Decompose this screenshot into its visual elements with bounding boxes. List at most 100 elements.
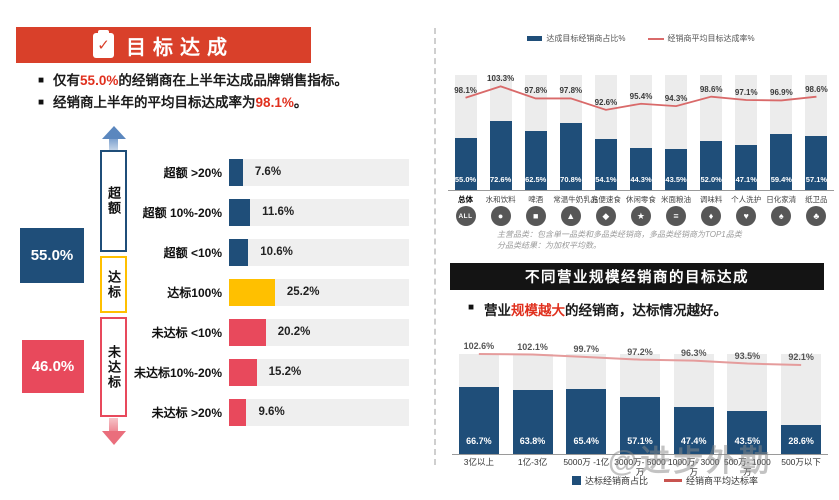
achieved-share-box: 55.0% bbox=[20, 228, 84, 283]
line-value: 92.1% bbox=[788, 352, 814, 363]
table-row: 超额 10%-20% 11.6% bbox=[126, 192, 426, 232]
bar-swatch bbox=[571, 476, 581, 485]
line-value: 96.3% bbox=[680, 347, 707, 358]
scale-axis-labels: 3亿以上 1亿-3亿 5000万 -1亿 3000万- 5000万 1000万- 300… bbox=[452, 457, 828, 478]
text-segment: 的经销商在上半年达成品牌销售指标。 bbox=[118, 73, 348, 88]
bar-value: 65.4% bbox=[573, 436, 600, 446]
icon-cell: ♦ bbox=[694, 206, 729, 226]
scale-label: 1亿-3亿 bbox=[517, 457, 548, 467]
scale-label: 1000万- 3000万 bbox=[667, 457, 720, 477]
snacks-icon: ★ bbox=[630, 206, 651, 226]
bar bbox=[673, 406, 714, 454]
bar-track: 7.6% bbox=[229, 158, 409, 186]
table-row: 超额 >20% 7.6% bbox=[126, 152, 426, 192]
scale-chart-legend: 达标经销商占比 经销商平均达标率 bbox=[500, 474, 830, 487]
scale-label: 3000万- 5000万 bbox=[614, 457, 666, 477]
bar-track: 25.2% bbox=[229, 278, 409, 306]
legend-item: 达标经销商占比 bbox=[571, 474, 648, 487]
table-row: 达标100% 25.2% bbox=[126, 272, 426, 312]
icon-cell: ◆ bbox=[588, 206, 623, 226]
bar-value: 20.2% bbox=[277, 326, 311, 338]
bar-value: 47.4% bbox=[680, 436, 707, 446]
bullet-text: 仅有55.0%的经销商在上半年达成品牌销售指标。 bbox=[53, 72, 348, 90]
group-box-miss: 未达标 bbox=[100, 317, 127, 417]
category-label: 休闲零食 bbox=[625, 195, 656, 204]
row-label: 超额 >20% bbox=[163, 165, 222, 180]
bar-value: 57.1% bbox=[627, 436, 653, 446]
text-segment: 经销商上半年的平均目标达成率为 bbox=[53, 95, 256, 111]
bar-value: 57.1% bbox=[805, 175, 828, 184]
icon-cell: ≡ bbox=[658, 206, 693, 226]
bar-value: 15.2% bbox=[268, 366, 302, 378]
line-value: 98.6% bbox=[805, 84, 828, 94]
bar-value: 70.8% bbox=[560, 175, 582, 184]
up-arrow-icon bbox=[102, 126, 126, 139]
row-label: 未达标 >20% bbox=[151, 405, 222, 420]
panel-divider bbox=[434, 28, 436, 465]
line-value: 93.5% bbox=[734, 350, 761, 361]
line-value: 92.6% bbox=[594, 97, 618, 107]
section2-title: 不同营业规模经销商的目标达成 bbox=[525, 270, 749, 286]
bar-track: 11.6% bbox=[229, 198, 409, 226]
bar-track: 15.2% bbox=[229, 358, 409, 386]
line-value: 102.1% bbox=[517, 341, 548, 352]
category-label: 啤酒 bbox=[528, 195, 544, 204]
line-value: 97.2% bbox=[627, 346, 653, 357]
bar bbox=[665, 148, 688, 190]
row-label: 超额 10%-20% bbox=[142, 205, 222, 220]
line-value: 94.3% bbox=[664, 94, 688, 104]
bullet-item: ■ 经销商上半年的平均目标达成率为98.1%。 bbox=[38, 94, 423, 112]
bar bbox=[512, 390, 553, 454]
bullet-marker: ■ bbox=[38, 75, 45, 86]
category-chart-legend: 达成目标经销商占比% 经销商平均目标达成率% bbox=[448, 33, 834, 44]
line-value: 102.6% bbox=[463, 341, 495, 351]
icon-cell: ♠ bbox=[764, 206, 799, 226]
category-achievement-chart: 55.0% 72.6% 62.5% 70.8% 54.1% 44.3% 43.5% 52.0%… bbox=[448, 26, 834, 192]
trend-line bbox=[465, 85, 817, 111]
bar bbox=[727, 410, 768, 454]
section-banner-goal: ✓ 目标达成 bbox=[16, 27, 311, 63]
highlight-value: 规模越大 bbox=[511, 303, 566, 318]
bar bbox=[229, 198, 251, 226]
bar-track: 20.2% bbox=[229, 318, 409, 346]
beer-icon: ■ bbox=[525, 206, 546, 226]
line-value: 97.8% bbox=[559, 86, 583, 96]
scale-label: 500万以下 bbox=[781, 457, 821, 467]
missed-share-box: 46.0% bbox=[22, 340, 84, 393]
legend-item: 经销商平均目标达成率% bbox=[647, 33, 755, 44]
bar-value: 62.5% bbox=[525, 175, 547, 184]
bar-value: 59.4% bbox=[770, 175, 792, 184]
category-icons: ALL ● ■ ▲ ◆ ★ ≡ ♦ ♥ ♠ ♣ bbox=[448, 206, 834, 226]
category-axis-labels: 总体 水和饮料 啤酒 常温牛奶乳品 方便速食 休闲零食 米面粮油 调味料 个人洗护 日化家清 纸卫品 bbox=[448, 194, 834, 205]
line-value: 97.1% bbox=[734, 87, 758, 97]
dairy-milk-icon: ▲ bbox=[560, 206, 581, 226]
bar bbox=[229, 358, 257, 386]
legend-label: 经销商平均达标率 bbox=[686, 476, 759, 486]
home-care-icon: ♠ bbox=[771, 206, 792, 226]
scale-finding: ■ 营业规模越大的经销商，达标情况越好。 bbox=[468, 299, 727, 319]
bar-value: 43.5% bbox=[665, 175, 687, 184]
line-value: 95.4% bbox=[629, 91, 653, 101]
bar bbox=[566, 388, 607, 454]
bar bbox=[229, 278, 275, 306]
group-box-meet: 达标 bbox=[100, 256, 127, 313]
scale-achievement-chart: 66.7% 63.8% 65.4% 57.1% 47.4% 43.5% 28.6% 102.6… bbox=[452, 332, 828, 456]
line-value: 98.6% bbox=[699, 84, 723, 94]
bar bbox=[229, 318, 266, 346]
page-title: 目标达成 bbox=[126, 36, 234, 59]
table-row: 未达标 <10% 20.2% bbox=[126, 312, 426, 352]
row-label: 未达标10%-20% bbox=[133, 365, 222, 380]
line-swatch bbox=[664, 479, 682, 482]
bar bbox=[620, 396, 660, 454]
bar bbox=[700, 140, 723, 190]
line-swatch bbox=[647, 37, 664, 40]
up-arrow-stem bbox=[109, 139, 118, 151]
table-row: 未达标 >20% 9.6% bbox=[126, 392, 426, 432]
bar-track: 9.6% bbox=[229, 398, 409, 426]
bar-value: 11.6% bbox=[262, 206, 295, 218]
highlight-value: 98.1% bbox=[255, 95, 294, 111]
icon-cell: ★ bbox=[623, 206, 658, 226]
bar-value: 7.6% bbox=[254, 166, 282, 178]
legend-item: 经销商平均达标率 bbox=[664, 474, 758, 487]
